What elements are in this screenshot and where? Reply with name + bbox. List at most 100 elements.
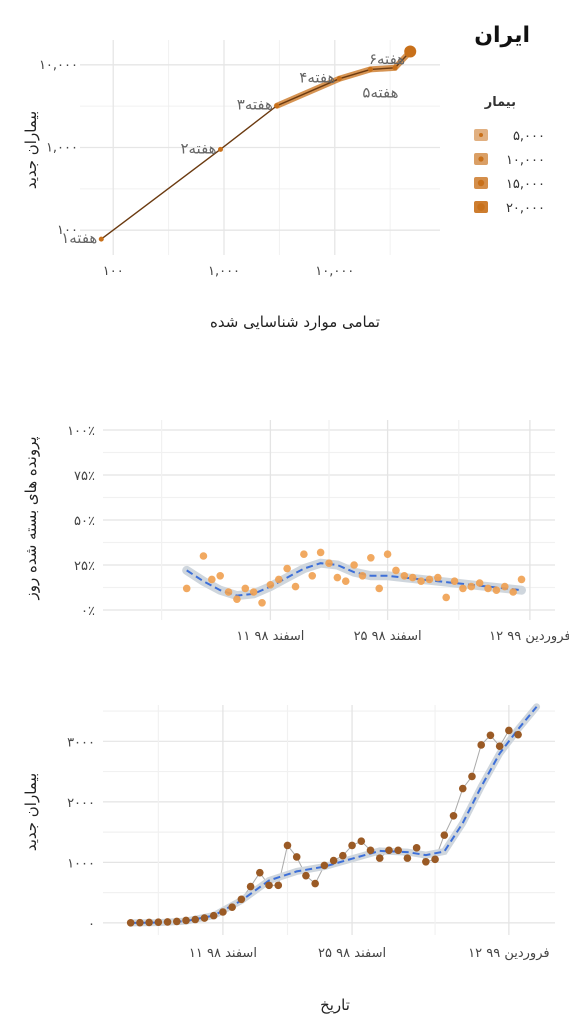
p1-x-tick-label: ۱,۰۰۰ [208, 264, 240, 279]
p2-point [492, 586, 501, 594]
p2-y-tick-label: ۰٪ [81, 604, 95, 619]
p2-point [375, 584, 384, 593]
p3-point [191, 915, 200, 924]
p3-point [172, 917, 181, 926]
p1-line [100, 51, 411, 240]
p2-point [517, 575, 526, 584]
p3-point [163, 918, 172, 926]
p1-point [274, 103, 280, 109]
p2-point [408, 573, 417, 582]
p3-point [154, 918, 163, 926]
p3-point [283, 841, 292, 850]
p2-point [484, 584, 492, 593]
p3-point [339, 851, 347, 860]
p3-y-axis-label: بیماران جدید [22, 773, 40, 851]
p3-gridlines [103, 705, 555, 935]
p2-point [509, 588, 517, 596]
p2-point [249, 588, 258, 596]
p1-week-label: هفته۳ [237, 96, 273, 114]
p2-point [500, 582, 509, 591]
p3-point [320, 861, 329, 870]
p2-point [417, 577, 425, 585]
p2-point [258, 599, 266, 607]
p2-point [208, 575, 216, 584]
p2-series [182, 548, 526, 607]
p2-point [224, 588, 233, 596]
p3-point [126, 918, 135, 927]
p3-point [200, 914, 209, 922]
p3-x-tick-label: ۱۱ اسفند ۹۸ [189, 946, 257, 961]
p3-point [228, 903, 236, 911]
legend: ۵,۰۰۰ ۱۰,۰۰۰ ۱۵,۰۰۰ ۲۰,۰۰۰ [474, 129, 545, 216]
p3-point [246, 882, 255, 891]
p2-y-tick-label: ۵۰٪ [74, 514, 95, 529]
closed-cases-chart: ۰٪ ۲۵٪ ۵۰٪ ۷۵٪ ۱۰۰٪ ۱۱ اسفند ۹۸ ۲۵ اسفند ۹۸ ۱۲ … [22, 420, 569, 644]
p1-point [404, 45, 417, 58]
p3-point [311, 879, 319, 888]
p3-y-tick-label: ۲۰۰۰ [67, 796, 95, 811]
p3-point [357, 837, 366, 845]
p1-week-label: هفته۱ [61, 229, 97, 247]
p3-point [505, 726, 513, 735]
p2-y-axis-label: پرونده های بسته شده روز [22, 436, 41, 600]
p2-point [308, 572, 317, 580]
p3-confidence-band [127, 703, 541, 927]
p1-point [336, 76, 342, 82]
p2-point [182, 584, 191, 593]
p3-point [385, 846, 393, 855]
p2-point [216, 572, 224, 580]
p3-ticks: ۰ ۱۰۰۰ ۲۰۰۰ ۳۰۰۰ ۱۱ اسفند ۹۸ ۲۵ اسفند ۹۸ ۱۲ فر… [67, 735, 550, 961]
p2-x-tick-label: ۱۱ اسفند ۹۸ [236, 629, 304, 644]
p3-x-tick-label: ۲۵ اسفند ۹۸ [318, 946, 386, 961]
p3-point [468, 772, 476, 781]
p2-point [442, 593, 450, 602]
p3-point [348, 841, 356, 850]
p2-point [459, 584, 467, 593]
p1-ticks: ۱۰۰ ۱,۰۰۰ ۱۰,۰۰۰ ۱۰۰ ۱,۰۰۰ ۱۰,۰۰۰ [39, 58, 354, 279]
p1-point [392, 65, 398, 71]
p2-x-tick-label: ۲۵ اسفند ۹۸ [354, 629, 422, 644]
p3-point [145, 918, 153, 927]
p2-point [367, 554, 375, 562]
legend-dot [477, 179, 485, 187]
p2-point [358, 572, 367, 580]
daily-new-cases-chart: ۰ ۱۰۰۰ ۲۰۰۰ ۳۰۰۰ ۱۱ اسفند ۹۸ ۲۵ اسفند ۹۸ ۱۲ فر… [22, 703, 555, 1014]
p3-point [394, 846, 402, 855]
p3-point [256, 868, 264, 877]
legend-dot [477, 203, 485, 211]
legend-label: ۱۰,۰۰۰ [506, 153, 545, 168]
p2-point [341, 577, 350, 585]
p3-y-tick-label: ۳۰۰۰ [67, 735, 95, 750]
p3-point [274, 881, 283, 890]
legend-title: بیمار [484, 95, 516, 110]
legend-dot [479, 133, 483, 137]
p3-x-axis-label: تاریخ [320, 996, 350, 1014]
p1-gridlines [80, 40, 440, 255]
p2-point [383, 550, 392, 558]
p2-ticks: ۰٪ ۲۵٪ ۵۰٪ ۷۵٪ ۱۰۰٪ ۱۱ اسفند ۹۸ ۲۵ اسفند ۹۸ ۱۲ … [67, 424, 569, 644]
p3-point [302, 871, 310, 880]
p3-point [366, 846, 375, 855]
p2-point [325, 559, 333, 567]
p1-point [367, 66, 373, 72]
p2-point [241, 584, 250, 593]
p3-point [237, 895, 246, 904]
p1-series: هفته۱ هفته۲ هفته۳ هفته۴ هفته۵ هفته۶ [61, 45, 417, 247]
p2-point [233, 595, 241, 603]
p3-point [431, 855, 439, 864]
p3-y-tick-label: ۰ [88, 917, 95, 932]
p3-point [329, 856, 338, 865]
p3-point [449, 811, 458, 820]
chart-title: ایران [474, 23, 530, 48]
p2-point [350, 561, 358, 569]
p3-point [292, 853, 301, 861]
p2-gridlines [103, 420, 555, 620]
p3-x-tick-label: ۱۲ فروردین ۹۹ [468, 946, 549, 961]
p1-week-label: هفته۶ [369, 50, 405, 68]
legend-label: ۵,۰۰۰ [513, 129, 545, 144]
p3-point [265, 881, 273, 890]
p1-y-tick-label: ۱,۰۰۰ [46, 141, 78, 156]
p3-y-tick-label: ۱۰۰۰ [67, 856, 95, 871]
